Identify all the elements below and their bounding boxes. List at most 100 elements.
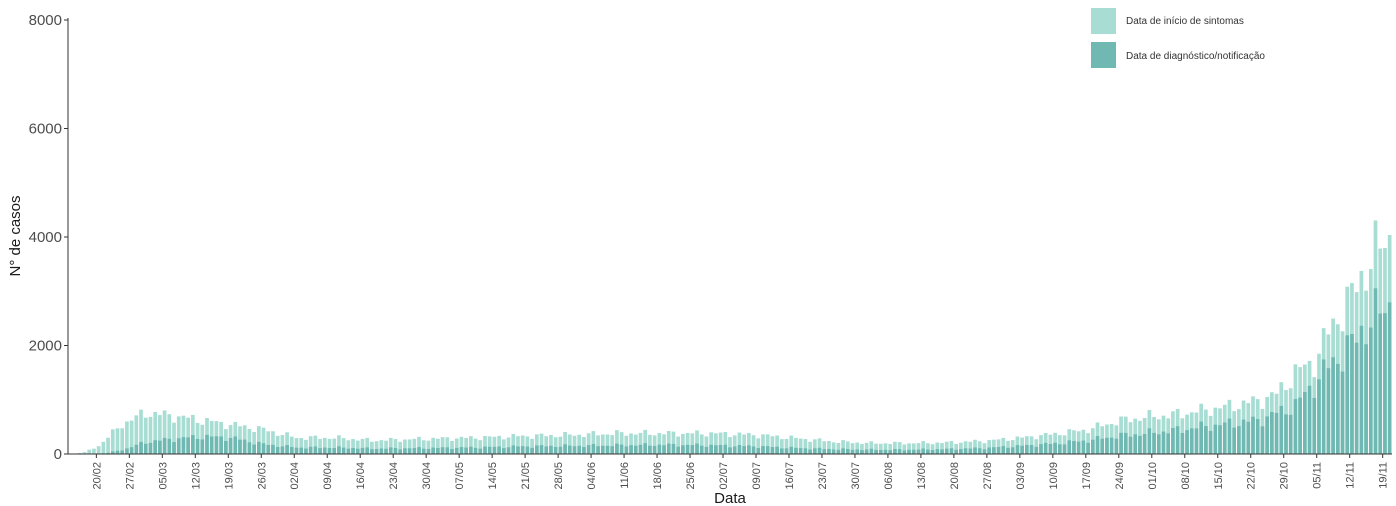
bar-diagnosis (1166, 433, 1171, 454)
bar-symptoms (440, 437, 445, 454)
bar-diagnosis (1156, 434, 1161, 454)
bar-symptoms (728, 437, 732, 454)
bar-symptoms (129, 420, 134, 454)
bar-symptoms (426, 440, 431, 454)
bar-diagnosis (808, 449, 812, 454)
bar-symptoms (911, 443, 916, 454)
bar-symptoms (82, 452, 87, 454)
y-tick-label: 0 (54, 446, 62, 463)
bar-diagnosis (987, 447, 991, 454)
bar-symptoms (186, 417, 190, 454)
x-tick-label: 03/09 (1015, 462, 1027, 490)
bar-diagnosis (473, 447, 478, 454)
y-tick-label: 6000 (29, 121, 62, 138)
bar-symptoms (153, 411, 158, 454)
bar-symptoms (860, 443, 864, 454)
bar-symptoms (158, 415, 162, 454)
bar-symptoms (959, 442, 963, 454)
bar-diagnosis (1048, 443, 1053, 454)
bar-symptoms (812, 439, 817, 454)
bar-symptoms (643, 429, 648, 454)
bar-diagnosis (421, 448, 426, 454)
bar-symptoms (582, 436, 586, 454)
bar-symptoms (633, 434, 638, 454)
bar-diagnosis (860, 450, 864, 454)
bar-symptoms (534, 434, 539, 454)
bar-symptoms (431, 437, 435, 454)
bar-diagnosis (318, 448, 322, 454)
bar-diagnosis (308, 446, 313, 454)
bar-diagnosis (572, 446, 577, 454)
bar-diagnosis (577, 445, 582, 454)
bar-diagnosis (671, 443, 676, 454)
bar-diagnosis (1123, 432, 1128, 454)
bar-diagnosis (869, 448, 874, 454)
bar-symptoms (742, 434, 746, 454)
bar-symptoms (671, 431, 676, 454)
bar-diagnosis (478, 448, 483, 454)
bar-symptoms (139, 409, 143, 454)
bar-diagnosis (1237, 426, 1241, 454)
bar-diagnosis (370, 449, 374, 454)
bar-symptoms (968, 441, 973, 454)
bar-symptoms (685, 432, 690, 454)
bar-diagnosis (643, 443, 648, 454)
bar-diagnosis (1345, 335, 1350, 454)
bar-symptoms (850, 443, 855, 454)
x-tick-label: 02/07 (718, 462, 730, 490)
bar-diagnosis (916, 449, 921, 454)
bar-symptoms (549, 434, 553, 454)
bar-symptoms (294, 438, 299, 454)
x-tick-label: 25/06 (685, 462, 697, 490)
bar-diagnosis (718, 444, 723, 454)
bar-diagnosis (1029, 445, 1034, 454)
bar-diagnosis (332, 447, 337, 454)
bar-diagnosis (1114, 438, 1119, 454)
bar-diagnosis (977, 448, 982, 454)
bar-diagnosis (172, 442, 176, 454)
bar-diagnosis (982, 449, 987, 454)
bar-diagnosis (1288, 414, 1293, 454)
bar-diagnosis (1255, 419, 1260, 454)
bar-symptoms (106, 437, 110, 454)
bar-diagnosis (676, 446, 681, 454)
x-tick-label: 08/10 (1180, 462, 1192, 490)
x-tick-label: 30/04 (421, 462, 433, 490)
bar-diagnosis (1307, 385, 1312, 454)
bar-symptoms (388, 437, 393, 454)
bar-diagnosis (921, 448, 926, 454)
x-tick-label: 17/09 (1081, 462, 1093, 490)
bar-symptoms (120, 428, 125, 454)
bar-diagnosis (709, 444, 713, 454)
bar-symptoms (506, 437, 511, 454)
x-tick-label: 05/03 (157, 462, 169, 490)
legend-label-diagnosis: Data de diagnóstico/notificação (1126, 51, 1265, 62)
bar-diagnosis (596, 446, 600, 454)
bar-diagnosis (973, 447, 977, 454)
bar-diagnosis (605, 445, 610, 454)
bar-diagnosis (450, 449, 454, 454)
bar-diagnosis (779, 448, 784, 454)
x-tick-label: 11/06 (619, 462, 631, 489)
bar-diagnosis (1364, 344, 1368, 454)
bar-diagnosis (242, 439, 247, 454)
bar-diagnosis (483, 446, 487, 454)
bar-diagnosis (388, 447, 393, 454)
bar-diagnosis (992, 447, 996, 454)
bar-diagnosis (228, 438, 233, 454)
bar-diagnosis (695, 443, 699, 454)
bar-diagnosis (516, 446, 520, 454)
bar-diagnosis (148, 442, 153, 454)
bar-diagnosis (195, 439, 200, 454)
x-tick-label: 21/05 (520, 462, 532, 490)
bar-symptoms (747, 433, 751, 454)
bar-diagnosis (1213, 424, 1218, 454)
bar-diagnosis (337, 446, 341, 454)
bar-symptoms (600, 434, 605, 454)
bar-diagnosis (845, 448, 850, 454)
bar-diagnosis (747, 445, 751, 454)
bar-diagnosis (426, 448, 431, 454)
bar-diagnosis (737, 445, 742, 454)
bar-diagnosis (1062, 444, 1067, 454)
bar-symptoms (271, 431, 275, 454)
